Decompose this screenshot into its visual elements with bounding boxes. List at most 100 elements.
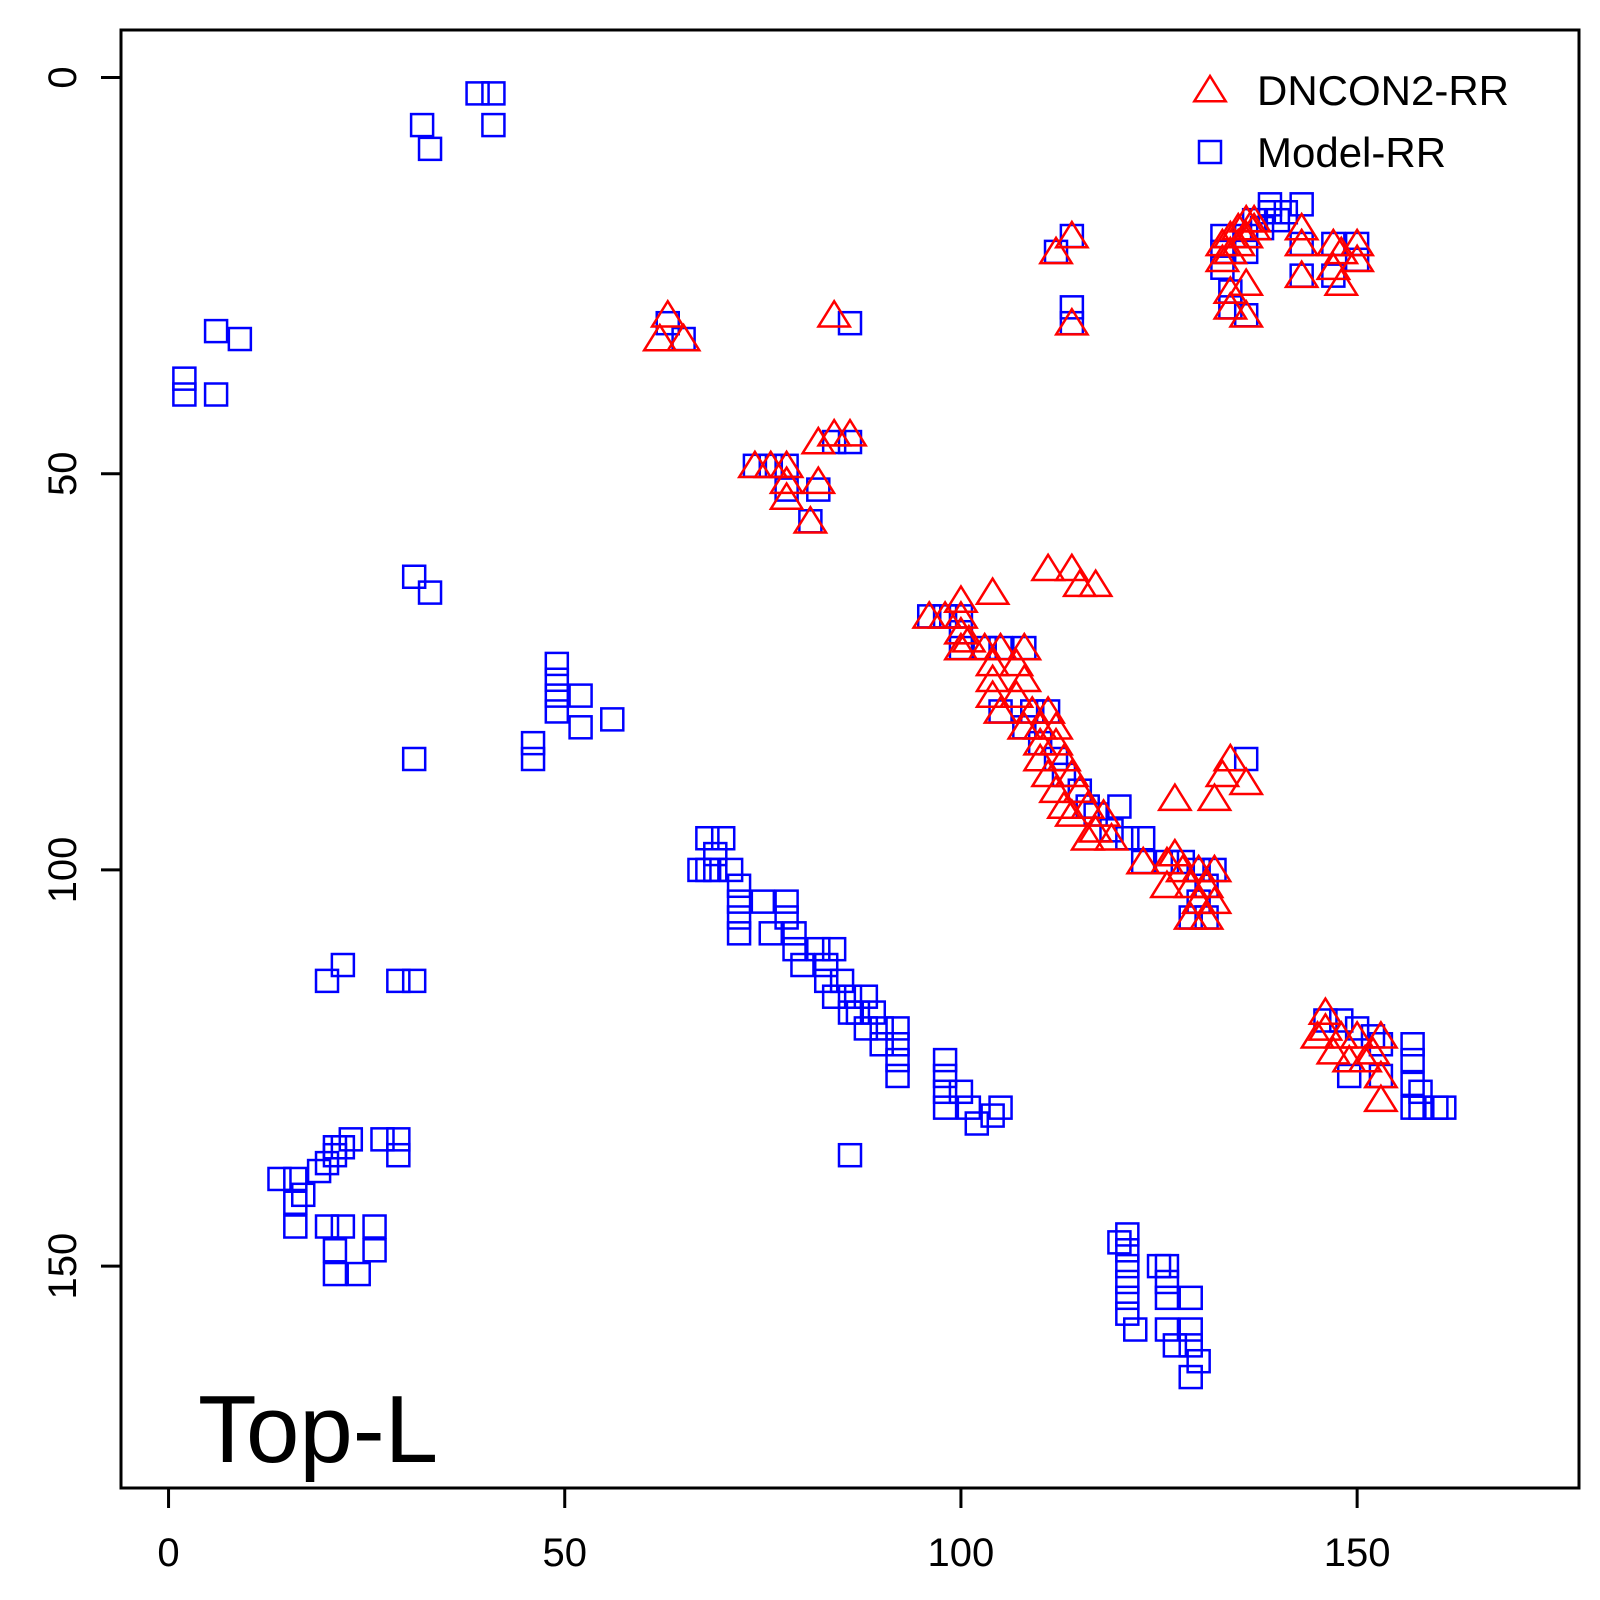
dncon2-rr-point	[641, 322, 678, 352]
model-rr-point	[520, 746, 546, 772]
model-rr-point	[465, 81, 490, 106]
model-rr-point	[330, 1214, 356, 1239]
model-rr-point	[1408, 1095, 1433, 1120]
dncon2-rr-point	[1228, 219, 1265, 249]
dncon2-rr-point	[1339, 227, 1376, 257]
dncon2-rr-point	[1339, 1019, 1376, 1049]
legend-label: Model-RR	[1257, 129, 1446, 176]
model-rr-point	[544, 683, 570, 708]
dncon2-rr-point	[1283, 227, 1320, 257]
legend: DNCON2-RR Model-RR	[1192, 67, 1509, 176]
model-rr-point	[885, 1032, 910, 1057]
model-rr-point	[314, 1214, 340, 1239]
dncon2-rr-point	[1315, 1035, 1352, 1065]
legend-label: DNCON2-RR	[1257, 67, 1509, 114]
dncon2-rr-point	[943, 615, 979, 645]
dncon2-rr-point	[1156, 782, 1193, 812]
model-rr-point	[417, 580, 443, 605]
series-model-rr	[172, 81, 1457, 1390]
dncon2-rr-point	[1022, 742, 1059, 772]
dncon2-rr-point	[665, 322, 702, 352]
model-rr-point	[1186, 1348, 1211, 1374]
dncon2-rr-point	[998, 647, 1035, 677]
model-rr-point	[750, 889, 776, 914]
dncon2-rr-point	[1149, 869, 1185, 899]
dncon2-rr-point	[1204, 243, 1241, 273]
model-rr-point	[386, 968, 411, 994]
dncon2-rr-point	[1085, 798, 1122, 827]
dncon2-rr-point	[1156, 837, 1193, 867]
model-rr-point	[1265, 207, 1291, 233]
model-rr-point	[401, 564, 427, 589]
model-rr-point	[1432, 1095, 1457, 1120]
model-rr-point	[1400, 1071, 1425, 1097]
dncon2-rr-point	[1038, 774, 1074, 804]
model-rr-point	[362, 1214, 387, 1239]
model-rr-point	[1400, 1032, 1425, 1057]
model-rr-point	[1154, 1317, 1180, 1342]
model-rr-point	[544, 699, 570, 724]
dncon2-rr-point	[1339, 243, 1376, 273]
x-tick-label: 0	[157, 1531, 179, 1575]
model-rr-point	[1336, 1063, 1362, 1089]
model-rr-point	[932, 1047, 958, 1073]
dncon2-rr-point	[1212, 290, 1249, 320]
model-rr-point	[172, 382, 197, 407]
dncon2-rr-point	[943, 631, 979, 661]
model-rr-point	[1154, 1269, 1180, 1295]
dncon2-rr-point	[792, 504, 829, 534]
model-rr-point	[956, 1095, 982, 1120]
dncon2-rr-point	[982, 695, 1019, 724]
dncon2-rr-point	[1315, 251, 1352, 281]
model-rr-point	[283, 1166, 308, 1192]
model-rr-point	[338, 1127, 364, 1152]
y-tick-label: 50	[41, 451, 85, 496]
dncon2-rr-point	[1323, 235, 1360, 265]
dncon2-rr-point	[816, 298, 853, 328]
dncon2-rr-point	[1006, 663, 1043, 693]
dncon2-rr-point	[1212, 742, 1249, 772]
model-rr-point	[1154, 1253, 1180, 1279]
model-rr-point	[1178, 1285, 1203, 1311]
model-rr-point	[1178, 1364, 1203, 1390]
dncon2-rr-point	[1228, 298, 1265, 328]
model-rr-point	[401, 968, 427, 994]
model-rr-point	[1059, 295, 1085, 320]
model-rr-point	[386, 1142, 411, 1168]
dncon2-rr-point	[649, 298, 686, 328]
model-rr-point	[948, 1079, 974, 1105]
model-rr-point	[932, 1095, 958, 1120]
model-rr-point	[885, 1063, 910, 1089]
model-rr-point	[885, 1047, 910, 1073]
model-rr-point	[322, 1142, 348, 1168]
model-rr-point	[837, 310, 863, 336]
model-rr-point	[695, 825, 720, 851]
model-rr-point	[314, 968, 340, 994]
dncon2-rr-point	[1030, 552, 1067, 582]
model-rr-point	[710, 825, 736, 851]
model-rr-point	[980, 1103, 1005, 1128]
dncon2-rr-point	[1220, 227, 1257, 257]
dncon2-rr-point	[1038, 235, 1074, 265]
dncon2-rr-point	[1228, 267, 1265, 297]
model-rr-point	[417, 136, 443, 162]
model-rr-point	[600, 707, 625, 732]
dncon2-rr-point	[1061, 774, 1098, 804]
model-rr-point	[782, 921, 807, 946]
model-rr-point	[1257, 192, 1283, 217]
model-rr-point	[1178, 1317, 1203, 1342]
model-rr-point	[821, 984, 847, 1009]
dncon2-rr-point	[768, 465, 805, 495]
dncon2-rr-point	[1038, 726, 1074, 756]
dncon2-rr-point	[1355, 1035, 1391, 1065]
dncon2-rr-point	[974, 647, 1011, 677]
dncon2-rr-point	[1299, 1019, 1336, 1049]
series-dncon2-rr	[641, 203, 1399, 1113]
model-rr-point	[806, 936, 831, 962]
dncon2-rr-point	[974, 679, 1011, 709]
dncon2-rr-point	[1038, 710, 1074, 740]
y-tick-label: 0	[41, 66, 85, 88]
model-rr-point	[813, 952, 839, 978]
model-rr-point	[544, 667, 570, 693]
points-layer	[172, 81, 1457, 1390]
